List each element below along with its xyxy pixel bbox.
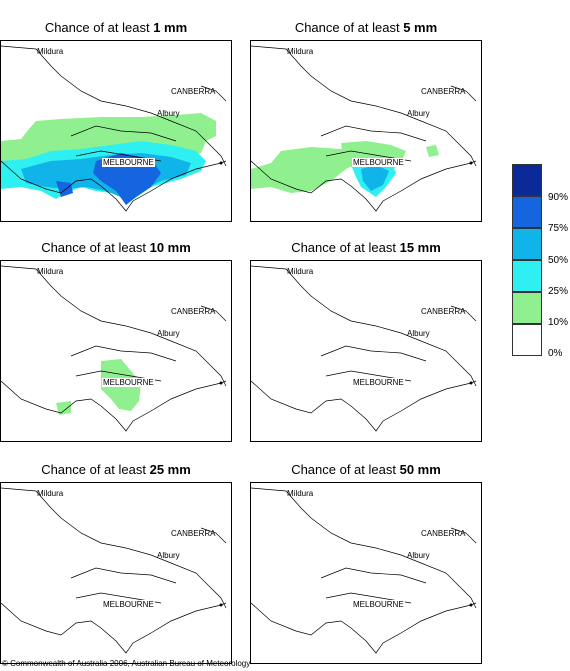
sydney-marker — [469, 603, 473, 607]
legend-label-25: 25% — [548, 286, 569, 297]
map-50mm: Mildura CANBERRA Albury MELBOURNE — [250, 482, 482, 664]
label-melbourne: MELBOURNE — [352, 158, 405, 167]
map-canvas-25mm — [1, 487, 227, 654]
map-canvas-15mm — [251, 265, 477, 432]
panel-title-15mm: Chance of at least 15 mm — [291, 240, 441, 255]
label-melbourne: MELBOURNE — [102, 600, 155, 609]
legend-swatch-75 — [512, 196, 542, 228]
label-canberra: CANBERRA — [421, 87, 466, 96]
map-canvas-5mm — [251, 45, 477, 212]
legend-label-75: 75% — [548, 223, 569, 234]
legend-swatch-0 — [512, 324, 542, 356]
label-albury: Albury — [407, 551, 430, 560]
map-1mm: Mildura CANBERRA Albury MELBOURNE — [0, 40, 232, 222]
label-mildura: Mildura — [287, 47, 314, 56]
sydney-marker — [219, 381, 223, 385]
label-melbourne: MELBOURNE — [102, 158, 155, 167]
precip-shading-5mm — [251, 141, 439, 197]
label-mildura: Mildura — [37, 267, 64, 276]
panel-title-1mm: Chance of at least 1 mm — [44, 20, 188, 35]
label-canberra: CANBERRA — [171, 529, 216, 538]
label-mildura: Mildura — [287, 489, 314, 498]
label-melbourne: MELBOURNE — [352, 378, 405, 387]
legend-swatch-25 — [512, 260, 542, 292]
sydney-marker — [219, 161, 223, 165]
boundaries-5mm — [251, 45, 477, 212]
label-canberra: CANBERRA — [421, 307, 466, 316]
boundaries-10mm — [1, 265, 227, 432]
legend-swatch-10 — [512, 292, 542, 324]
legend-swatch-50 — [512, 228, 542, 260]
map-5mm: Mildura CANBERRA Albury MELBOURNE — [250, 40, 482, 222]
sydney-marker — [219, 603, 223, 607]
label-canberra: CANBERRA — [171, 307, 216, 316]
map-10mm: Mildura CANBERRA Albury MELBOURNE — [0, 260, 232, 442]
legend-label-0: 0% — [548, 348, 563, 359]
boundaries-1mm — [1, 45, 227, 212]
sydney-marker — [469, 381, 473, 385]
label-canberra: CANBERRA — [171, 87, 216, 96]
map-canvas-50mm — [251, 487, 477, 654]
map-15mm: Mildura CANBERRA Albury MELBOURNE — [250, 260, 482, 442]
boundaries-25mm — [1, 487, 227, 654]
label-albury: Albury — [157, 329, 180, 338]
label-mildura: Mildura — [37, 489, 64, 498]
boundaries-50mm — [251, 487, 477, 654]
label-mildura: Mildura — [287, 267, 314, 276]
panel-title-5mm: Chance of at least 5 mm — [294, 20, 438, 35]
panel-title-50mm: Chance of at least 50 mm — [291, 462, 441, 477]
legend-label-90: 90% — [548, 192, 569, 203]
label-canberra: CANBERRA — [421, 529, 466, 538]
panel-title-10mm: Chance of at least 10 mm — [41, 240, 191, 255]
label-melbourne: MELBOURNE — [102, 378, 155, 387]
legend-swatch-90 — [512, 164, 542, 196]
map-canvas-1mm — [1, 45, 227, 212]
label-melbourne: MELBOURNE — [352, 600, 405, 609]
label-mildura: Mildura — [37, 47, 64, 56]
copyright-notice: © Commonwealth of Australia 2006, Austra… — [2, 659, 251, 668]
label-albury: Albury — [407, 109, 430, 118]
map-25mm: Mildura CANBERRA Albury MELBOURNE — [0, 482, 232, 664]
label-albury: Albury — [157, 551, 180, 560]
map-canvas-10mm — [1, 265, 227, 432]
label-albury: Albury — [407, 329, 430, 338]
label-albury: Albury — [157, 109, 180, 118]
legend-label-50: 50% — [548, 255, 569, 266]
sydney-marker — [469, 161, 473, 165]
boundaries-15mm — [251, 265, 477, 432]
legend-label-10: 10% — [548, 317, 569, 328]
panel-title-25mm: Chance of at least 25 mm — [41, 462, 191, 477]
